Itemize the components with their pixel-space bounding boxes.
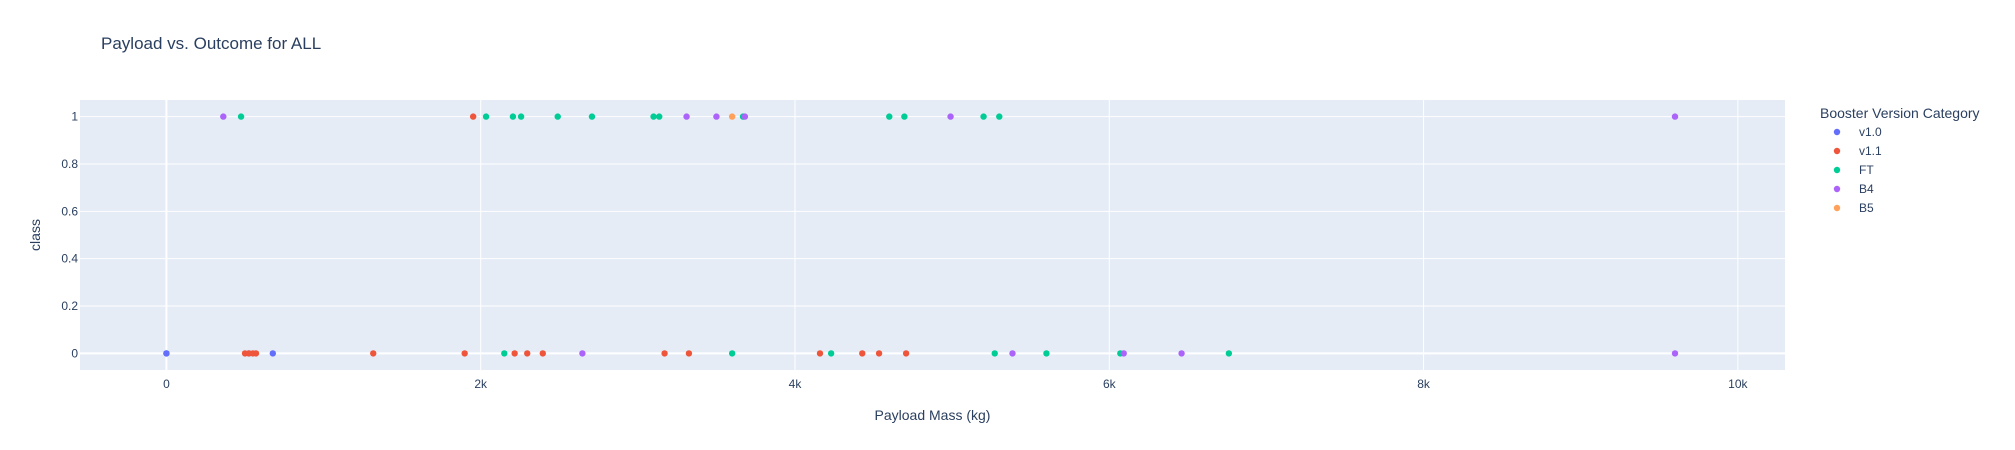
data-point-v1-1 [524,350,531,357]
data-point-ft [482,113,490,120]
data-point-v1-1 [875,350,883,357]
data-point-b4 [741,113,749,120]
data-point-b4 [683,113,690,120]
x-tick-label: 8k [1417,377,1431,391]
data-point-v1-0 [163,350,170,357]
data-point-b4 [1009,350,1016,357]
legend-marker [1833,166,1841,174]
data-point-ft [650,113,657,120]
data-point-v1-1 [461,350,468,357]
data-point-ft [886,113,893,120]
legend-label: B4 [1859,182,1874,196]
data-point-ft [588,113,596,120]
x-tick-label: 2k [474,377,488,391]
data-point-b4 [1178,350,1185,357]
data-point-v1-1 [902,350,910,357]
y-tick-label: 0.6 [61,204,78,218]
data-point-ft [1043,350,1050,357]
data-points [163,113,1679,357]
x-tick-label: 6k [1103,377,1117,391]
data-point-b4 [947,113,954,120]
data-point-ft [901,113,908,120]
x-tick-label: 0 [163,377,170,391]
legend: v1.0 v1.1 FT B4 B5 [1833,125,1882,215]
tick-labels: 0 2k 4k 6k 8k 10k 0 0.2 0.4 0.6 0.8 1 [61,110,1748,391]
data-point-ft [501,350,508,357]
legend-title: Booster Version Category [1820,105,1980,121]
data-point-v1-1 [370,350,377,357]
data-point-b4 [1671,113,1679,120]
data-point-b4 [1120,350,1127,357]
data-point-v1-1 [252,350,260,357]
y-tick-label: 0.8 [61,157,78,171]
legend-marker [1833,128,1841,136]
data-point-v1-1 [685,350,693,357]
data-point-ft [509,113,517,120]
data-point-ft [656,113,663,120]
y-tick-label: 0.2 [61,299,78,313]
data-point-b4 [1671,350,1679,357]
data-point-ft [996,113,1003,120]
x-axis-title: Payload Mass (kg) [875,407,991,423]
data-point-ft [554,113,561,120]
y-tick-label: 0 [71,346,78,360]
data-point-ft [827,350,835,357]
data-point-v1-0 [269,350,277,357]
y-tick-label: 1 [71,110,78,124]
data-point-v1-1 [859,350,866,357]
y-tick-label: 0.4 [61,252,78,266]
legend-label: B5 [1859,201,1874,215]
data-point-ft [1225,350,1233,357]
x-tick-label: 10k [1728,377,1748,391]
data-point-ft [237,113,245,120]
data-point-ft [980,113,987,120]
x-tick-label: 4k [789,377,803,391]
legend-marker [1833,147,1841,155]
y-axis-title: class [27,219,43,251]
gridlines [80,100,1785,370]
data-point-b4 [713,113,720,120]
data-point-v1-1 [511,350,518,357]
data-point-ft [517,113,525,120]
legend-label: v1.1 [1859,144,1882,158]
data-point-v1-1 [816,350,824,357]
data-point-v1-1 [661,350,668,357]
data-point-b4 [220,113,227,120]
legend-marker [1833,185,1841,193]
legend-label: v1.0 [1859,125,1882,139]
data-point-v1-1 [539,350,546,357]
data-point-b4 [579,350,586,357]
data-point-ft [991,350,998,357]
chart-title: Payload vs. Outcome for ALL [101,34,321,53]
plot-area [80,100,1785,370]
data-point-ft [728,350,736,357]
legend-label: FT [1859,163,1874,177]
legend-marker [1833,204,1841,212]
data-point-b5 [728,113,736,120]
data-point-v1-1 [469,113,477,120]
